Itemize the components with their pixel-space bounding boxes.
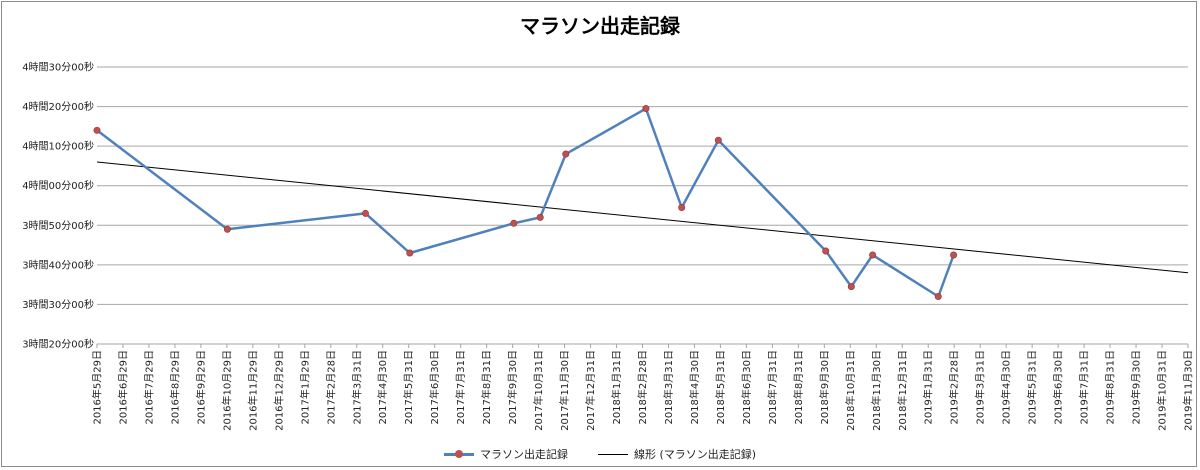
x-tick-label: 2017年6月30日 bbox=[428, 350, 441, 425]
legend-item-trendline: 線形 (マラソン出走記録) bbox=[597, 446, 757, 462]
x-tick-label: 2018年11月30日 bbox=[870, 350, 883, 431]
x-tick-label: 2017年4月30日 bbox=[376, 350, 389, 425]
y-tick-label: 3時間20分00秒 bbox=[22, 338, 94, 351]
y-tick-label: 3時間40分00秒 bbox=[22, 258, 94, 271]
x-tick-label: 2018年1月31日 bbox=[610, 350, 623, 425]
x-tick-label: 2016年12月29日 bbox=[272, 350, 285, 431]
legend-line-marker-icon bbox=[443, 449, 474, 459]
x-tick-label: 2017年9月30日 bbox=[506, 350, 519, 425]
data-point bbox=[223, 225, 231, 233]
x-tick-label: 2017年12月31日 bbox=[584, 350, 597, 431]
data-point bbox=[562, 150, 570, 158]
y-tick-label: 4時間00分00秒 bbox=[22, 179, 94, 192]
x-tick-label: 2017年8月31日 bbox=[480, 350, 493, 425]
x-tick-label: 2016年5月29日 bbox=[91, 350, 104, 425]
x-tick-label: 2017年10月31日 bbox=[532, 350, 545, 431]
y-tick-label: 4時間20分00秒 bbox=[22, 100, 94, 113]
x-tick-label: 2018年10月31日 bbox=[844, 350, 857, 431]
y-tick-label: 3時間30分00秒 bbox=[22, 298, 94, 311]
legend-label-trendline: 線形 (マラソン出走記録) bbox=[633, 448, 757, 461]
x-tick-label: 2019年6月30日 bbox=[1052, 350, 1065, 425]
x-tick-label: 2018年5月31日 bbox=[714, 350, 727, 425]
x-tick-label: 2018年12月31日 bbox=[896, 350, 909, 431]
y-tick-label: 3時間50分00秒 bbox=[22, 219, 94, 232]
legend-item-series: マラソン出走記録 bbox=[443, 446, 568, 462]
x-tick-label: 2019年5月31日 bbox=[1026, 350, 1039, 425]
data-point bbox=[714, 136, 722, 144]
x-tick-label: 2017年11月30日 bbox=[558, 350, 571, 431]
x-tick-label: 2017年5月31日 bbox=[402, 350, 415, 425]
x-tick-label: 2017年1月29日 bbox=[298, 350, 311, 425]
x-tick-label: 2018年3月31日 bbox=[662, 350, 675, 425]
data-point bbox=[950, 251, 958, 259]
x-tick-label: 2016年7月29日 bbox=[142, 350, 155, 425]
x-tick-label: 2016年6月29日 bbox=[116, 350, 129, 425]
x-tick-label: 2018年9月30日 bbox=[818, 350, 831, 425]
x-tick-label: 2016年11月29日 bbox=[246, 350, 259, 431]
x-tick-label: 2018年7月31日 bbox=[766, 350, 779, 425]
x-tick-label: 2018年8月31日 bbox=[792, 350, 805, 425]
data-point bbox=[678, 203, 686, 211]
data-point bbox=[822, 247, 830, 255]
x-tick-label: 2017年3月31日 bbox=[350, 350, 363, 425]
x-tick-label: 2017年2月28日 bbox=[324, 350, 337, 425]
data-point bbox=[93, 126, 101, 134]
series-line bbox=[96, 107, 955, 298]
x-tick-label: 2019年2月28日 bbox=[948, 350, 961, 425]
x-tick-label: 2019年10月31日 bbox=[1156, 350, 1169, 431]
x-tick-label: 2018年4月30日 bbox=[688, 350, 701, 425]
data-point bbox=[406, 249, 414, 257]
legend-line-icon bbox=[597, 449, 628, 459]
data-point bbox=[642, 105, 650, 113]
data-point bbox=[869, 251, 877, 259]
x-tick-label: 2019年4月30日 bbox=[1000, 350, 1013, 425]
x-tick-label: 2016年9月29日 bbox=[194, 350, 207, 425]
x-tick-label: 2016年8月29日 bbox=[168, 350, 181, 425]
x-tick-label: 2019年1月31日 bbox=[922, 350, 935, 425]
x-tick-label: 2019年8月31日 bbox=[1104, 350, 1117, 425]
x-tick-label: 2019年7月31日 bbox=[1078, 350, 1091, 425]
data-point bbox=[510, 219, 518, 227]
data-point bbox=[536, 213, 544, 221]
trendline bbox=[96, 161, 1189, 274]
x-tick-label: 2019年11月30日 bbox=[1182, 350, 1195, 431]
data-point bbox=[361, 209, 369, 217]
data-point bbox=[847, 283, 855, 291]
legend: マラソン出走記録 線形 (マラソン出走記録) bbox=[2, 446, 1198, 462]
data-point bbox=[934, 293, 942, 301]
x-tick-label: 2018年2月28日 bbox=[636, 350, 649, 425]
y-tick-label: 4時間10分00秒 bbox=[22, 140, 94, 153]
x-tick-label: 2019年3月31日 bbox=[974, 350, 987, 425]
x-tick-label: 2017年7月31日 bbox=[454, 350, 467, 425]
legend-label-series: マラソン出走記録 bbox=[479, 448, 568, 461]
y-tick-label: 4時間30分00秒 bbox=[22, 61, 94, 74]
x-tick-label: 2018年6月30日 bbox=[740, 350, 753, 425]
x-tick-label: 2016年10月29日 bbox=[220, 350, 233, 431]
chart-title: マラソン出走記録 bbox=[520, 14, 680, 38]
x-tick-label: 2019年9月30日 bbox=[1130, 350, 1143, 425]
